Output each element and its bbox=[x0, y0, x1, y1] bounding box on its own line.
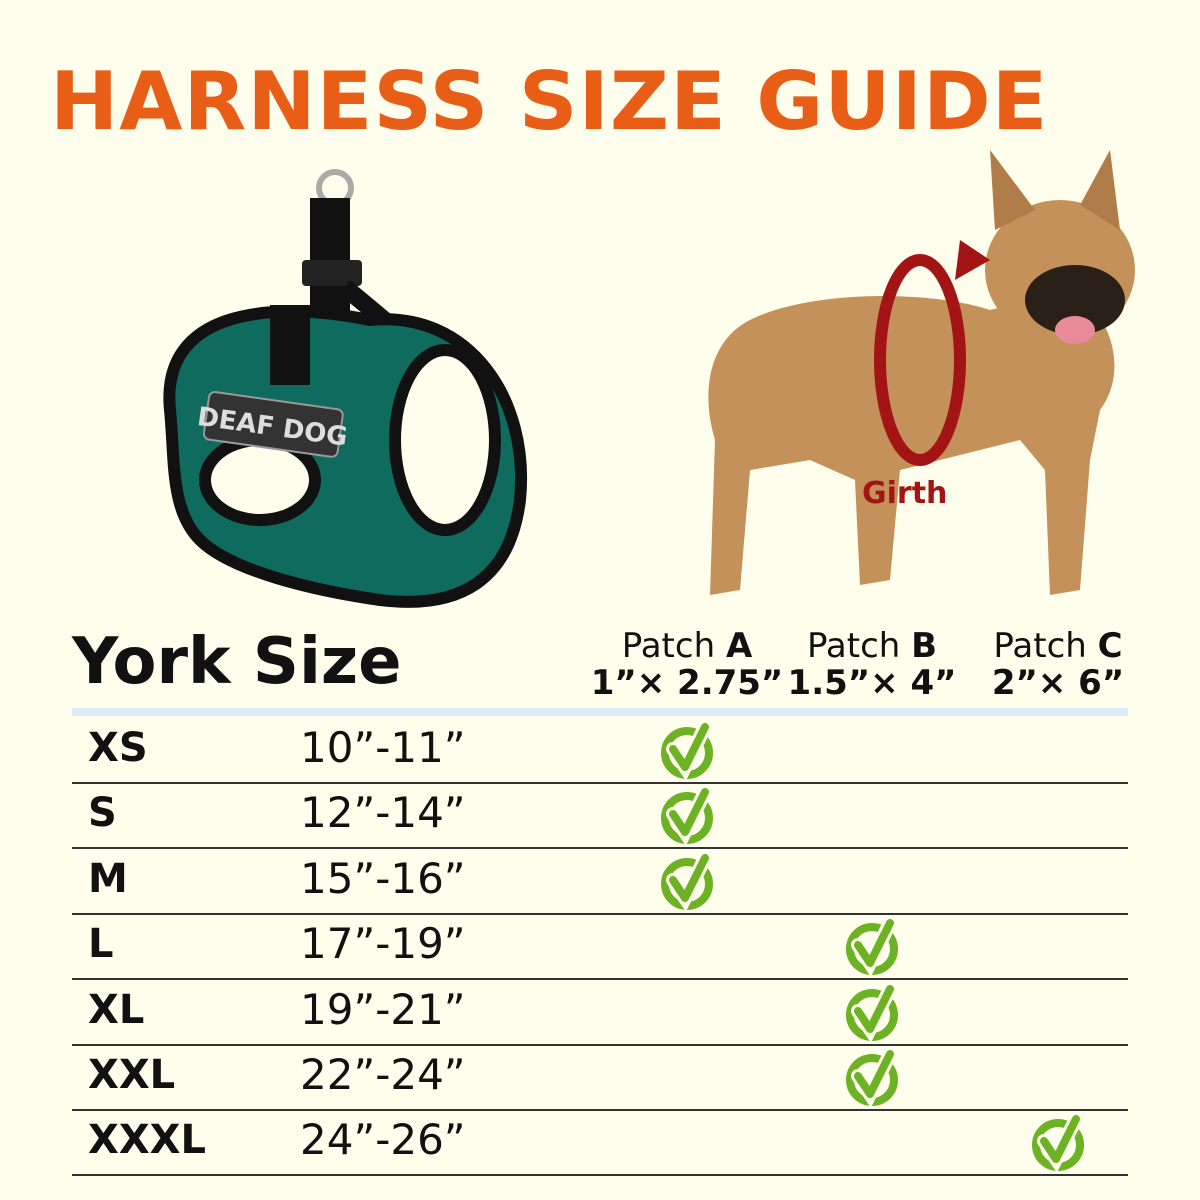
size-label: XS bbox=[88, 725, 148, 771]
girth-range: 17”-19” bbox=[300, 919, 466, 969]
size-label: XXXL bbox=[88, 1117, 207, 1164]
table-title: York Size bbox=[72, 625, 402, 699]
girth-range: 15”-16” bbox=[300, 853, 466, 903]
patch-label: Patch bbox=[993, 626, 1087, 666]
patch-label: Patch bbox=[621, 626, 716, 666]
girth-range: 12”-14” bbox=[300, 788, 466, 838]
patch-b-header: Patch B 1.5”× 4” bbox=[772, 628, 972, 701]
patch-label: Patch bbox=[806, 626, 901, 666]
page-title: HARNESS SIZE GUIDE bbox=[50, 55, 1049, 148]
check-icon bbox=[846, 919, 898, 976]
harness-image: DEAF DOG bbox=[163, 169, 528, 608]
check-icon bbox=[846, 984, 898, 1041]
patch-size: 1.5”× 4” bbox=[787, 662, 957, 703]
check-icon bbox=[661, 723, 713, 779]
patch-size: 2”× 6” bbox=[991, 662, 1125, 703]
size-label: L bbox=[88, 921, 114, 968]
patch-letter: C bbox=[1097, 626, 1123, 666]
patch-a-header: Patch A 1”× 2.75” bbox=[587, 628, 787, 701]
table-row: XXL 22”-24” bbox=[72, 1044, 1128, 1111]
table-row: L 17”-19” bbox=[72, 913, 1128, 981]
girth-label: Girth bbox=[862, 476, 948, 511]
size-label: XXL bbox=[88, 1052, 176, 1098]
check-icon bbox=[846, 1050, 898, 1106]
patch-letter: B bbox=[911, 626, 938, 666]
check-icon bbox=[1032, 1115, 1084, 1172]
girth-range: 19”-21” bbox=[300, 984, 466, 1034]
patch-c-header: Patch C 2”× 6” bbox=[958, 628, 1158, 701]
table-row: XL 19”-21” bbox=[72, 979, 1128, 1046]
size-label: XL bbox=[88, 986, 145, 1033]
dog-image bbox=[708, 150, 1135, 595]
size-label: M bbox=[88, 855, 128, 902]
header-divider bbox=[72, 708, 1128, 716]
table-row: XXXL 24”-26” bbox=[72, 1109, 1128, 1177]
patch-size: 1”× 2.75” bbox=[590, 662, 784, 703]
table-row: XS 10”-11” bbox=[72, 717, 1128, 784]
girth-range: 22”-24” bbox=[300, 1050, 466, 1099]
check-icon bbox=[661, 853, 713, 910]
girth-range: 24”-26” bbox=[300, 1115, 466, 1165]
girth-range: 10”-11” bbox=[300, 723, 466, 772]
size-label: S bbox=[88, 790, 117, 837]
check-icon bbox=[661, 788, 713, 845]
patch-letter: A bbox=[725, 626, 753, 666]
table-row: M 15”-16” bbox=[72, 848, 1128, 915]
table-row: S 12”-14” bbox=[72, 782, 1128, 850]
